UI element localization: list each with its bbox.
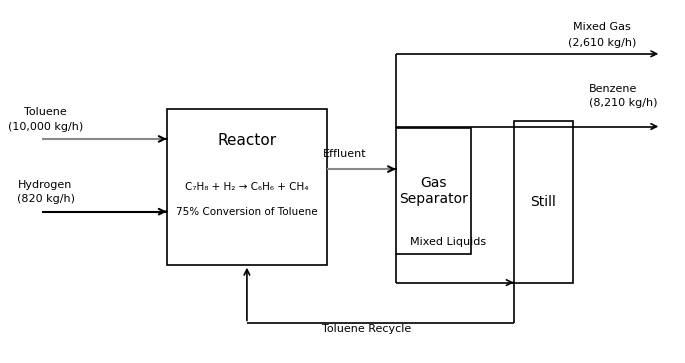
Text: Toluene: Toluene bbox=[24, 107, 67, 117]
Bar bbox=[166, 109, 327, 265]
Text: Benzene: Benzene bbox=[589, 84, 638, 94]
Bar bbox=[514, 121, 573, 282]
Text: Effluent: Effluent bbox=[323, 149, 366, 159]
Text: Mixed Liquids: Mixed Liquids bbox=[410, 237, 486, 247]
Text: (10,000 kg/h): (10,000 kg/h) bbox=[8, 122, 83, 131]
Text: Mixed Gas: Mixed Gas bbox=[573, 22, 631, 32]
Text: Still: Still bbox=[530, 195, 556, 209]
Bar bbox=[396, 128, 471, 254]
Text: Gas
Separator: Gas Separator bbox=[399, 176, 468, 206]
Text: (2,610 kg/h): (2,610 kg/h) bbox=[568, 38, 636, 48]
Text: (8,210 kg/h): (8,210 kg/h) bbox=[589, 98, 658, 109]
Text: Toluene Recycle: Toluene Recycle bbox=[322, 324, 411, 334]
Text: Hydrogen: Hydrogen bbox=[18, 180, 73, 190]
Text: C₇H₈ + H₂ → C₆H₆ + CH₄: C₇H₈ + H₂ → C₆H₆ + CH₄ bbox=[185, 182, 309, 192]
Text: 75% Conversion of Toluene: 75% Conversion of Toluene bbox=[176, 207, 318, 217]
Text: Reactor: Reactor bbox=[217, 132, 277, 147]
Text: (820 kg/h): (820 kg/h) bbox=[16, 194, 75, 204]
